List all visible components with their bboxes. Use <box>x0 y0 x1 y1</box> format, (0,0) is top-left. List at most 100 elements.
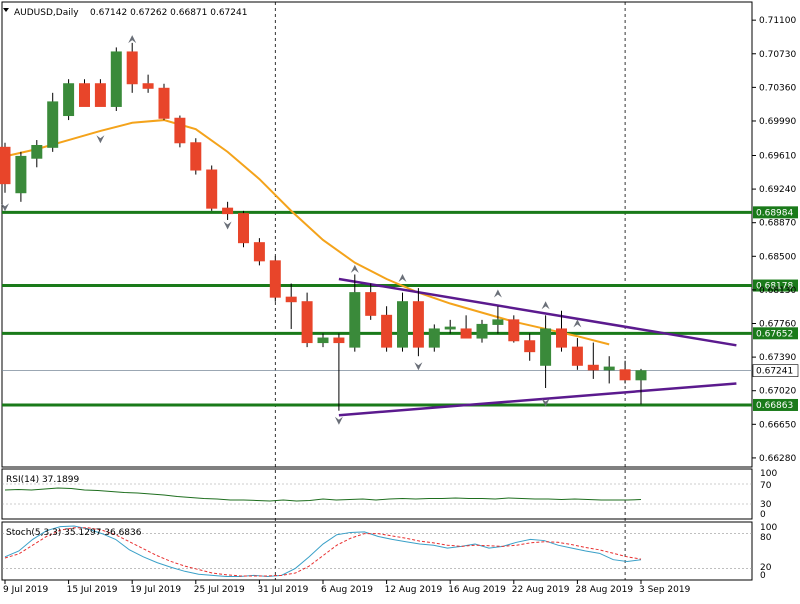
bull-candle <box>15 155 27 194</box>
y-tick-label: 0.71100 <box>759 16 796 26</box>
y-tick-label: 0.67390 <box>759 353 796 363</box>
trendline <box>338 277 737 347</box>
bull-candle <box>492 319 504 325</box>
trendline <box>338 382 737 417</box>
rsi-level-0: 0 <box>760 510 766 520</box>
fractal-up-icon <box>493 289 502 298</box>
x-tick-label: 31 Jul 2019 <box>257 585 308 595</box>
stoch-level-100: 100 <box>760 523 777 533</box>
bull-candle <box>635 370 647 381</box>
bear-candle <box>587 364 599 371</box>
bull-candle <box>397 301 408 348</box>
x-tick-label: 28 Aug 2019 <box>575 585 633 595</box>
fractal-up-icon <box>573 319 582 328</box>
bear-candle <box>365 292 377 316</box>
chart-menu-icon[interactable] <box>3 8 9 12</box>
current-price-tag <box>752 364 799 377</box>
stoch-label: Stoch(5,3,3) 35.1297 36.6836 <box>6 528 142 538</box>
bear-candle <box>524 340 536 353</box>
y-tick-label: 0.70360 <box>759 83 796 93</box>
bear-candle <box>126 51 138 85</box>
bull-candle <box>31 144 43 159</box>
rsi-label: RSI(14) 37.1899 <box>6 475 79 485</box>
stoch-level-80: 80 <box>760 533 772 543</box>
x-tick-label: 16 Aug 2019 <box>448 585 506 595</box>
fractal-down-icon <box>541 398 550 407</box>
bear-candle <box>158 87 170 119</box>
x-tick-label: 12 Aug 2019 <box>385 585 443 595</box>
bear-candle <box>333 337 345 344</box>
price-level-tag <box>753 327 798 340</box>
bear-candle <box>412 301 424 348</box>
bear-candle <box>460 328 472 339</box>
bear-candle <box>556 328 567 348</box>
bull-candle <box>317 337 329 344</box>
y-tick-label: 0.67760 <box>759 320 796 330</box>
x-tick-label: 19 Jul 2019 <box>130 585 181 595</box>
stoch-level-20: 20 <box>760 563 772 573</box>
current-price-label: 0.67241 <box>756 367 793 377</box>
symbol-label: AUDUSD,Daily <box>14 8 79 18</box>
bear-candle <box>79 83 90 107</box>
bear-candle <box>238 213 249 244</box>
rsi-level-70: 70 <box>760 481 772 491</box>
bear-candle <box>94 83 106 107</box>
y-tick-label: 0.70730 <box>759 50 796 60</box>
bull-candle <box>444 326 456 330</box>
bear-candle <box>571 346 583 366</box>
x-tick-label: 15 Jul 2019 <box>67 585 118 595</box>
price-level-tag <box>753 279 798 292</box>
fractal-up-icon <box>350 264 359 273</box>
ohlc-label: 0.67142 0.67262 0.66871 0.67241 <box>90 8 247 18</box>
y-tick-label: 0.66280 <box>759 454 796 464</box>
y-tick-label: 0.68130 <box>759 286 796 296</box>
bear-candle <box>285 296 297 303</box>
stoch-level-0: 0 <box>760 571 766 581</box>
bear-candle <box>206 169 218 209</box>
y-tick-label: 0.68870 <box>759 219 796 229</box>
stoch-panel-frame <box>1 521 753 581</box>
bull-candle <box>63 83 75 117</box>
bear-candle <box>619 369 631 381</box>
fractal-down-icon <box>334 416 343 425</box>
bull-candle <box>476 323 488 339</box>
rsi-line <box>4 487 642 502</box>
bear-candle <box>508 319 520 342</box>
bull-candle <box>540 328 552 366</box>
fractal-down-icon <box>223 221 232 230</box>
y-tick-label: 0.66650 <box>759 420 796 430</box>
y-tick-label: 0.67020 <box>759 387 796 397</box>
bear-candle <box>190 142 202 171</box>
bull-candle <box>428 328 440 348</box>
bear-candle <box>222 207 234 215</box>
price-level-tag <box>753 206 798 219</box>
price-level-label: 0.67652 <box>756 329 793 339</box>
y-tick-label: 0.69240 <box>759 185 796 195</box>
x-tick-label: 3 Sep 2019 <box>639 585 691 595</box>
fractal-down-icon <box>414 362 423 371</box>
fractal-down-icon <box>1 203 9 212</box>
fractal-up-icon <box>398 274 407 283</box>
rsi-level-100: 100 <box>760 469 777 479</box>
bull-candle <box>603 366 615 371</box>
bear-candle <box>381 314 393 348</box>
bear-candle <box>301 301 313 344</box>
x-tick-label: 22 Aug 2019 <box>512 585 570 595</box>
bear-candle <box>174 117 186 144</box>
bull-candle <box>47 101 59 148</box>
x-tick-label: 25 Jul 2019 <box>194 585 245 595</box>
fractal-up-icon <box>541 301 550 310</box>
bear-candle <box>269 260 281 298</box>
stoch-k-line <box>4 525 642 578</box>
price-level-label: 0.66863 <box>756 401 793 411</box>
price-level-tag <box>753 398 798 411</box>
price-level-label: 0.68178 <box>756 282 793 292</box>
bear-candle <box>142 83 154 89</box>
main-panel-frame <box>1 1 753 468</box>
x-tick-label: 6 Aug 2019 <box>321 585 373 595</box>
bull-candle <box>349 292 361 348</box>
bear-candle <box>253 242 265 262</box>
rsi-panel-frame <box>1 468 753 520</box>
